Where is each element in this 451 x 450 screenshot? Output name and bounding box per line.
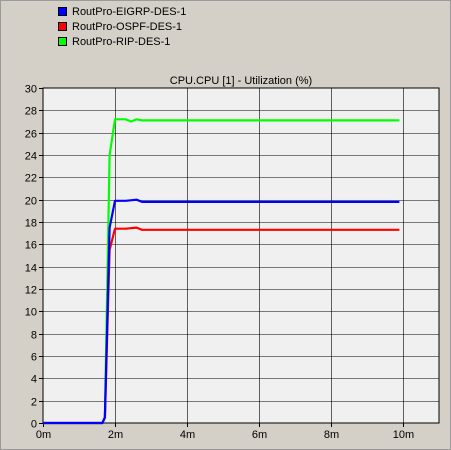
title-bar [43, 73, 439, 86]
y-tick-label: 28 [25, 106, 37, 118]
legend-item-ospf[interactable]: RoutPro-OSPF-DES-1 [58, 19, 186, 34]
x-tick-label: 6m [252, 429, 267, 441]
x-tick-label: 8m [324, 429, 339, 441]
legend-swatch-eigrp [58, 7, 67, 16]
y-tick-label: 8 [31, 330, 37, 342]
y-tick-label: 22 [25, 173, 37, 185]
legend-item-eigrp[interactable]: RoutPro-EIGRP-DES-1 [58, 4, 186, 19]
y-tick-label: 16 [25, 240, 37, 252]
plot-area [42, 87, 440, 424]
legend: RoutPro-EIGRP-DES-1 RoutPro-OSPF-DES-1 R… [58, 4, 186, 49]
x-tick-label: 10m [393, 429, 414, 441]
chart-title: CPU.CPU [1] - Utilization (%) [170, 75, 312, 87]
y-tick-label: 24 [25, 151, 37, 163]
x-tick-label: 4m [180, 429, 195, 441]
legend-swatch-ospf [58, 22, 67, 31]
legend-label-eigrp: RoutPro-EIGRP-DES-1 [72, 5, 187, 18]
y-tick-label: 18 [25, 218, 37, 230]
legend-label-rip: RoutPro-RIP-DES-1 [72, 35, 171, 48]
legend-swatch-rip [58, 37, 67, 46]
y-tick-label: 26 [25, 129, 37, 141]
y-tick-label: 2 [31, 397, 37, 409]
y-tick-label: 30 [25, 84, 37, 96]
y-tick-label: 12 [25, 285, 37, 297]
legend-label-ospf: RoutPro-OSPF-DES-1 [72, 20, 183, 33]
legend-item-rip[interactable]: RoutPro-RIP-DES-1 [58, 34, 186, 49]
y-tick-label: 4 [31, 374, 37, 386]
y-tick-label: 0 [31, 419, 37, 431]
y-tick-label: 14 [25, 263, 37, 275]
series-lines [43, 118, 400, 425]
series-line-routpro-eigrp-des-1 [43, 198, 400, 425]
y-tick-label: 10 [25, 307, 37, 319]
x-tick-label: 2m [108, 429, 123, 441]
y-tick-label: 20 [25, 196, 37, 208]
x-tick-label: 0m [36, 429, 51, 441]
y-tick-label: 6 [31, 352, 37, 364]
